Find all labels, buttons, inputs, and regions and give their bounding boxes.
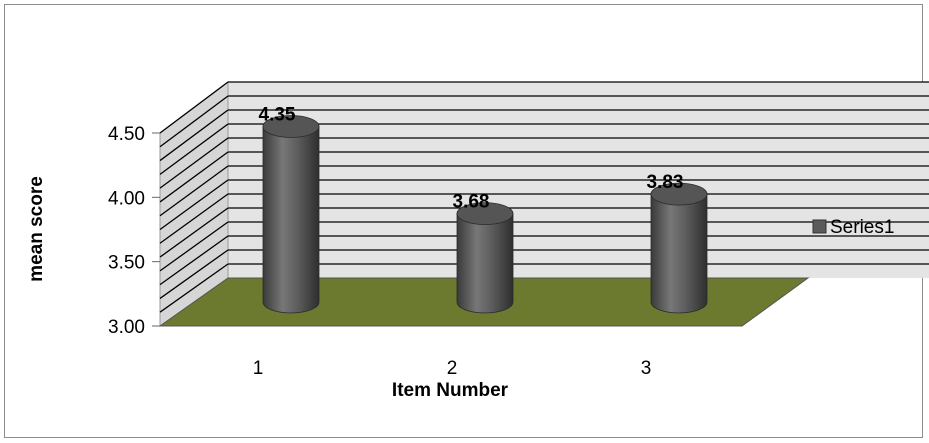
gridline-side	[159, 235, 229, 286]
legend: Series1	[812, 217, 894, 238]
gridline-side	[159, 123, 229, 175]
x-tick-label: 3	[641, 358, 652, 379]
bar-3	[650, 182, 708, 314]
y-tick-label: 3.50	[108, 253, 145, 274]
data-label: 3.83	[647, 172, 684, 193]
gridline-side	[159, 207, 229, 258]
x-tick-label: 1	[253, 358, 264, 379]
x-axis-title: Item Number	[392, 380, 509, 401]
gridline-side	[159, 81, 229, 134]
y-tick-label: 4.50	[108, 124, 145, 145]
gridline-side	[159, 263, 229, 313]
gridline-side	[159, 95, 229, 148]
x-axis-ticks: 1 2 3	[253, 358, 652, 379]
gridline-side	[159, 221, 229, 272]
gridline-side	[159, 249, 229, 299]
bar-body	[650, 193, 708, 314]
y-axis-title: mean score	[26, 176, 47, 282]
y-tick-label: 4.00	[108, 188, 145, 209]
gridline-side	[159, 137, 229, 189]
bar-2	[456, 202, 514, 314]
gridline-side	[159, 109, 229, 162]
gridline-side	[159, 179, 229, 231]
legend-label: Series1	[830, 217, 894, 238]
data-label: 3.68	[453, 192, 490, 213]
bar-body	[262, 126, 320, 314]
bar-body	[456, 213, 514, 314]
gridlines	[159, 81, 929, 313]
gridline-side	[159, 151, 229, 203]
bar-top	[456, 202, 514, 226]
bars	[262, 115, 708, 314]
legend-swatch	[812, 219, 827, 234]
data-labels: 4.35 3.68 3.83	[259, 105, 684, 213]
x-tick-label: 2	[447, 358, 458, 379]
bar-top	[650, 182, 708, 206]
y-tick-label: 3.00	[108, 317, 145, 338]
bar-top	[262, 115, 320, 138]
gridline-side	[159, 193, 229, 244]
gridline-side	[159, 165, 229, 217]
bar-1	[262, 115, 320, 314]
data-label: 4.35	[259, 105, 296, 126]
y-axis-ticks: 3.00 3.50 4.00 4.50	[108, 124, 160, 338]
